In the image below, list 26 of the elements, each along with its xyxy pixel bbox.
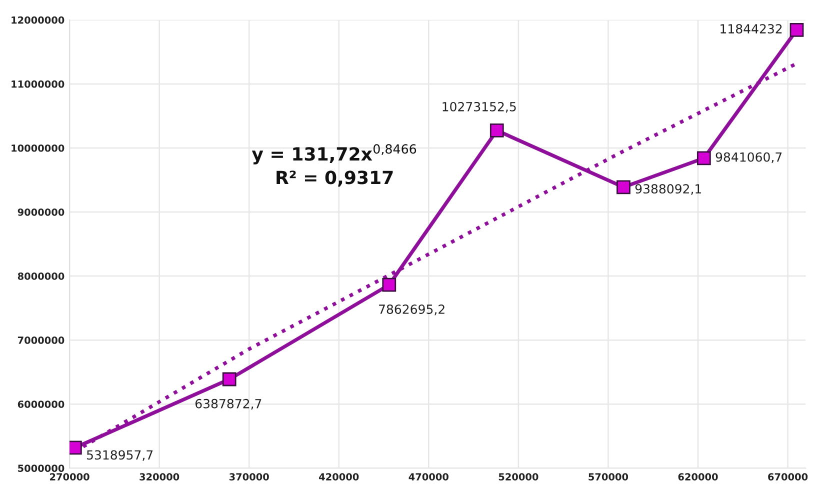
x-tick-label: 620000 bbox=[678, 473, 718, 481]
data-label: 10273152,5 bbox=[442, 102, 516, 113]
y-tick-label: 6000000 bbox=[18, 400, 64, 408]
annotation: y = 131,72x$^{0,8466}$ bbox=[252, 144, 416, 164]
data-label: 11844232 bbox=[720, 24, 782, 34]
data-label: 9841060,7 bbox=[716, 152, 782, 164]
x-tick-label: 270000 bbox=[50, 473, 90, 481]
x-tick-label: 670000 bbox=[768, 473, 808, 481]
data-label: 7862695,2 bbox=[379, 304, 444, 316]
y-tick-label: 10000000 bbox=[12, 144, 64, 152]
x-tick-label: 320000 bbox=[140, 473, 180, 481]
y-tick-label: 7000000 bbox=[18, 336, 64, 344]
x-tick-label: 520000 bbox=[498, 473, 538, 481]
x-tick-label: 470000 bbox=[408, 473, 448, 481]
y-tick-label: 8000000 bbox=[18, 272, 64, 280]
annotation: R² = 0,9317 bbox=[276, 170, 393, 187]
data-label: 9388092,1 bbox=[635, 184, 702, 195]
data-label: 6387872,7 bbox=[195, 398, 262, 410]
x-tick-label: 570000 bbox=[588, 473, 628, 481]
data-label: 5318957,7 bbox=[86, 450, 153, 461]
y-tick-label: 11000000 bbox=[12, 80, 64, 88]
x-tick-label: 370000 bbox=[229, 473, 269, 481]
y-tick-label: 12000000 bbox=[12, 16, 64, 24]
x-tick-label: 420000 bbox=[319, 473, 359, 481]
y-tick-label: 9000000 bbox=[18, 208, 64, 216]
y-tick-label: 5000000 bbox=[18, 464, 64, 472]
